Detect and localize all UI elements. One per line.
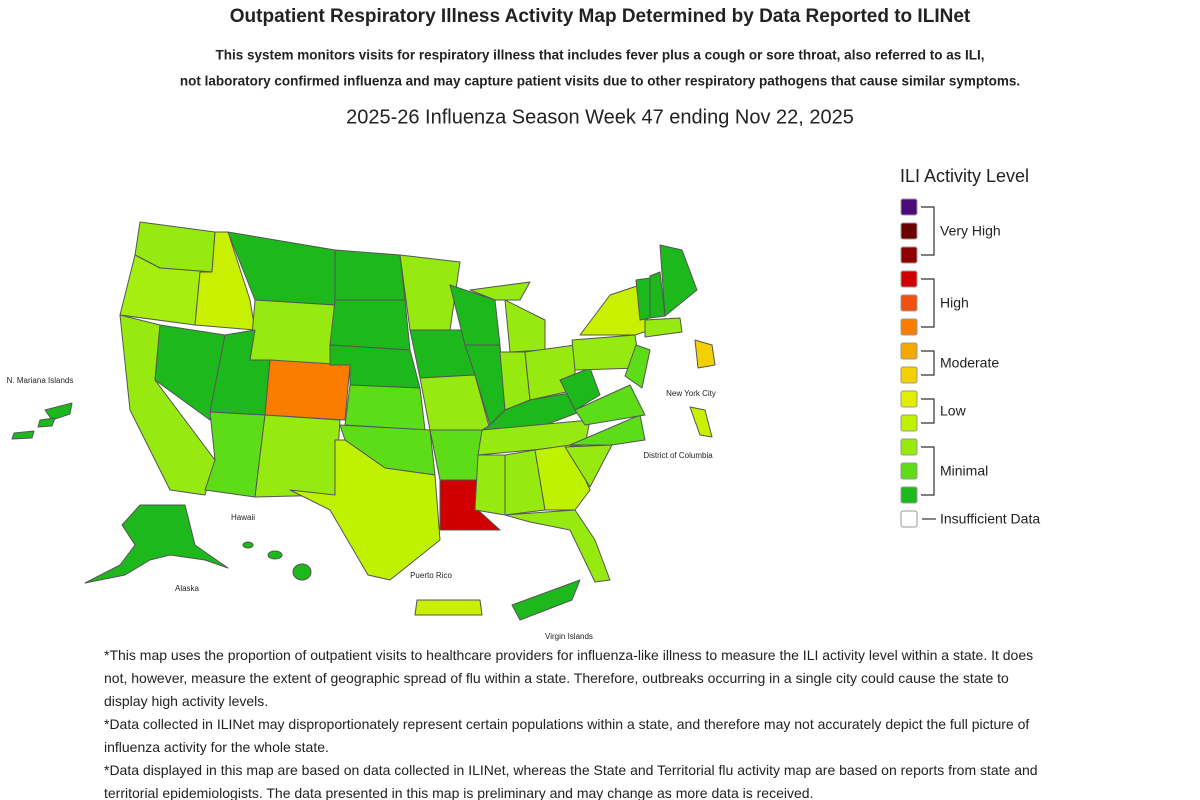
mariana-islands (44, 402, 73, 421)
map-figure: Outpatient Respiratory Illness Activity … (7, 6, 1041, 641)
virgin-islands (511, 579, 581, 621)
state (334, 249, 406, 301)
state (399, 254, 461, 331)
legend-swatch (900, 318, 918, 336)
state (559, 367, 601, 411)
legend-label: Minimal (940, 463, 988, 479)
legend-label: Very High (940, 223, 1001, 239)
state (249, 299, 336, 366)
place-label: Alaska (175, 584, 200, 593)
state (644, 317, 683, 338)
place-label: Virgin Islands (545, 632, 593, 641)
state (344, 384, 426, 431)
place-label: Hawaii (231, 513, 255, 522)
state (204, 411, 266, 498)
description: not laboratory confirmed influenza and m… (180, 74, 1020, 89)
state (194, 231, 256, 331)
state (504, 299, 546, 353)
legend-swatch (900, 438, 918, 456)
legend-bracket (921, 350, 935, 376)
state (469, 281, 531, 301)
mariana-islands (37, 417, 56, 428)
state (154, 324, 226, 421)
state (659, 244, 698, 317)
description: This system monitors visits for respirat… (216, 48, 985, 63)
hawaii (242, 541, 254, 549)
legend-swatch (900, 198, 918, 216)
dc-inset (689, 406, 713, 438)
legend: Very High High Moderate Low Minimal Insuffici… (900, 198, 1040, 528)
footnotes: *This map uses the proportion of outpati… (104, 644, 1040, 800)
legend-swatch (900, 246, 918, 264)
legend-label: Insufficient Data (940, 511, 1040, 527)
legend-swatch (900, 462, 918, 480)
legend-swatch (900, 486, 918, 504)
state (254, 414, 341, 498)
legend-swatch (900, 270, 918, 288)
legend-swatch (900, 414, 918, 432)
state (504, 509, 611, 583)
alaska (84, 504, 229, 584)
footnote: *Data displayed in this map are based on… (104, 762, 1038, 800)
puerto-rico (414, 599, 483, 616)
mariana-islands (11, 430, 35, 440)
place-label: Puerto Rico (410, 571, 452, 580)
legend-swatch (900, 294, 918, 312)
state (564, 444, 613, 488)
state (569, 414, 646, 446)
legend-label: High (940, 295, 969, 311)
week-title: 2025-26 Influenza Season Week 47 ending … (346, 106, 854, 128)
legend-bracket (921, 206, 935, 256)
footnote: *This map uses the proportion of outpati… (104, 647, 1034, 709)
place-label: District of Columbia (643, 451, 713, 460)
title: Outpatient Respiratory Illness Activity … (230, 6, 971, 27)
legend-bracket (921, 446, 935, 496)
state (439, 479, 501, 531)
place-label: N. Mariana Islands (7, 376, 74, 385)
footnote: *Data collected in ILINet may disproport… (104, 716, 1030, 755)
hawaii (267, 550, 283, 560)
legend-bracket (921, 278, 935, 328)
legend-swatch (900, 366, 918, 384)
state (289, 439, 441, 581)
state (474, 454, 506, 516)
hawaii (292, 563, 312, 581)
legend-label: Low (940, 403, 967, 419)
nyc-inset (694, 339, 716, 369)
state (624, 344, 651, 389)
state (264, 359, 351, 421)
place-label: New York City (666, 389, 716, 398)
legend-swatch (900, 222, 918, 240)
legend-label: Moderate (940, 355, 999, 371)
legend-bracket (921, 398, 935, 424)
legend-title: ILI Activity Level (900, 166, 1029, 186)
legend-swatch (900, 510, 918, 528)
state (574, 384, 646, 426)
state (329, 299, 411, 351)
legend-swatch (900, 342, 918, 360)
us-map (11, 221, 716, 621)
legend-swatch (900, 390, 918, 408)
